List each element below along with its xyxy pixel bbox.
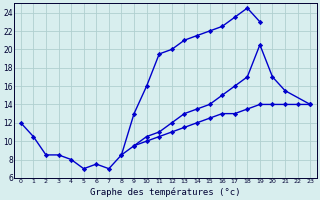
X-axis label: Graphe des températures (°c): Graphe des températures (°c) [90, 187, 241, 197]
